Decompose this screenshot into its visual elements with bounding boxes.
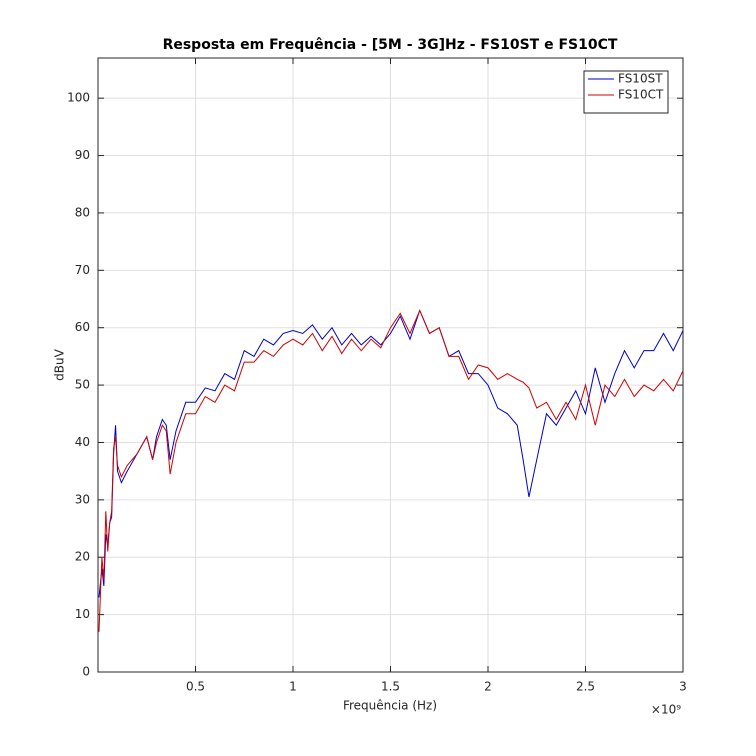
- y-tick-label: 70: [75, 263, 90, 277]
- y-tick-label: 100: [67, 91, 90, 105]
- axes-box: [97, 57, 684, 673]
- chart-title: Resposta em Frequência - [5M - 3G]Hz - F…: [163, 37, 618, 53]
- y-axis-label: dBuV: [53, 348, 67, 380]
- x-axis-label: Frequência (Hz): [343, 699, 437, 713]
- x-tick-label: 3: [679, 680, 687, 694]
- series-line: [98, 309, 684, 632]
- legend-label: FS10ST: [618, 72, 663, 86]
- x-tick-label: 1: [289, 680, 297, 694]
- legend-label: FS10CT: [618, 88, 664, 102]
- y-tick-label: 0: [82, 665, 90, 679]
- y-tick-label: 40: [75, 435, 90, 449]
- y-tick-label: 20: [75, 550, 90, 564]
- legend-box: [583, 70, 669, 114]
- x-tick-label: 2: [484, 680, 492, 694]
- y-tick-label: 60: [75, 320, 90, 334]
- x-multiplier: ×10⁹: [651, 703, 681, 717]
- x-tick-label: 0.5: [186, 680, 205, 694]
- x-tick-label: 1.5: [381, 680, 400, 694]
- y-tick-label: 10: [75, 607, 90, 621]
- y-tick-label: 30: [75, 492, 90, 506]
- y-tick-label: 80: [75, 205, 90, 219]
- x-tick-label: 2.5: [576, 680, 595, 694]
- y-tick-label: 50: [75, 378, 90, 392]
- y-tick-label: 90: [75, 148, 90, 162]
